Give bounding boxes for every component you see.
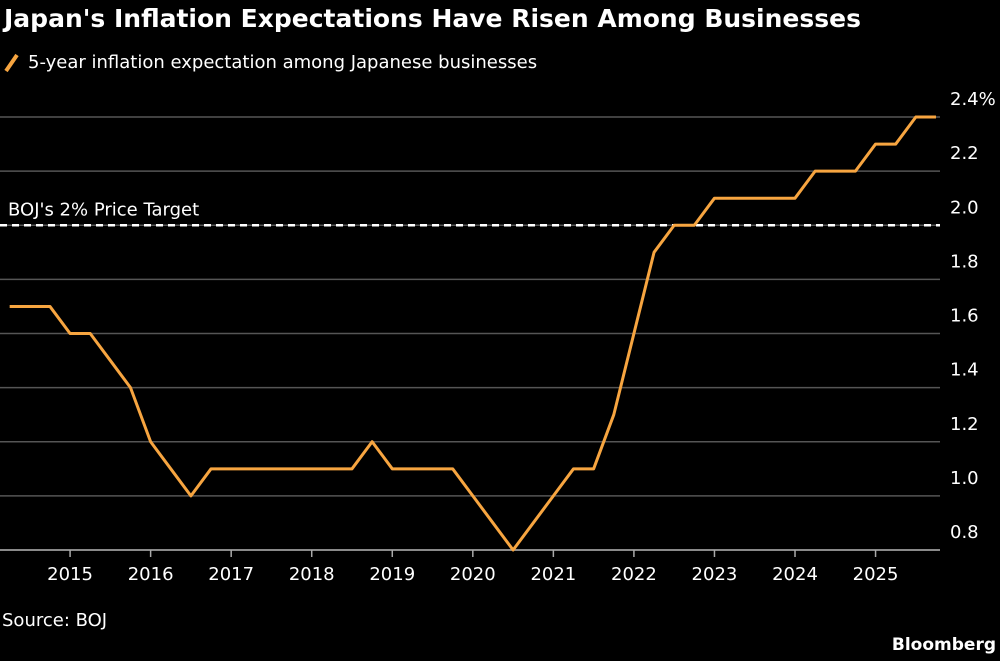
x-tick-label: 2020: [450, 564, 496, 585]
x-tick-label: 2023: [692, 564, 738, 585]
x-tick-label: 2016: [128, 564, 174, 585]
x-tick-label: 2024: [772, 564, 818, 585]
x-tick-label: 2025: [853, 564, 899, 585]
x-tick-label: 2019: [369, 564, 415, 585]
data-line: [9, 115, 936, 552]
x-tick-label: 2022: [611, 564, 657, 585]
reference-label: BOJ's 2% Price Target: [8, 199, 199, 220]
y-tick-label: 1.2: [950, 414, 979, 435]
y-tick-label: 1.0: [950, 468, 979, 489]
y-tick-label: 1.6: [950, 306, 979, 327]
y-tick-label: 1.4: [950, 360, 979, 381]
x-tick-label: 2015: [47, 564, 93, 585]
x-tick-label: 2018: [289, 564, 335, 585]
source: Source: BOJ: [2, 610, 107, 631]
y-tick-label: 2.4%: [950, 89, 996, 110]
y-tick-label: 0.8: [950, 522, 979, 543]
legend-swatch: [4, 53, 19, 73]
x-tick-label: 2021: [530, 564, 576, 585]
y-tick-label: 2.0: [950, 197, 979, 218]
y-tick-label: 1.8: [950, 251, 979, 272]
legend-label: 5-year inflation expectation among Japan…: [28, 52, 537, 73]
brand: Bloomberg: [892, 635, 996, 655]
x-tick-label: 2017: [208, 564, 254, 585]
y-tick-label: 2.2: [950, 143, 979, 164]
chart-title: Japan's Inflation Expectations Have Rise…: [2, 4, 861, 33]
